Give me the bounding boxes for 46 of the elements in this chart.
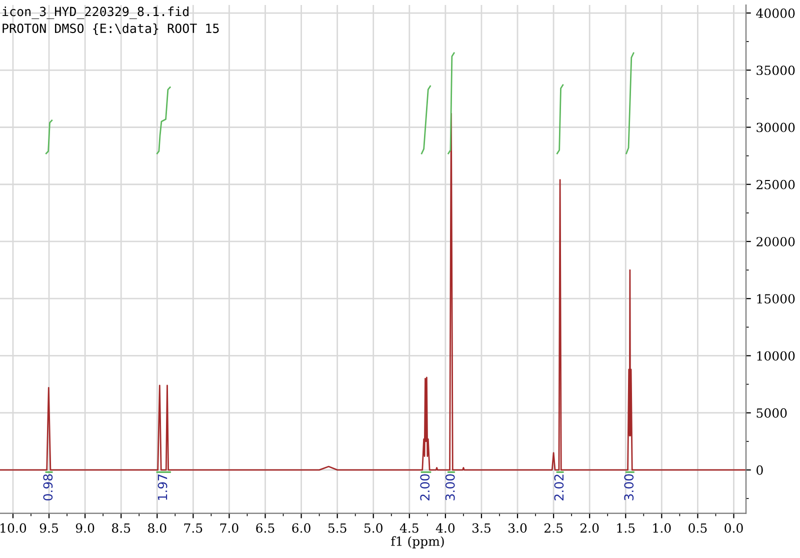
x-tick-label: 7.5 (184, 523, 202, 533)
x-tick-label: 3.0 (508, 523, 527, 533)
y-tick-label: 15000 (757, 294, 795, 304)
x-tick-label: 0.0 (724, 523, 743, 533)
annotation: 1.97 (158, 474, 168, 500)
x-tick-label: 4.5 (400, 523, 418, 533)
x-tick-label: 0.5 (688, 523, 707, 533)
line-series (420, 85, 431, 154)
x-tick-label: 6.0 (292, 523, 310, 533)
x-tick-label: 5.0 (364, 523, 382, 533)
x-tick-label: 8.0 (148, 523, 166, 533)
x-tick-label: 9.0 (76, 523, 94, 533)
line-series (448, 52, 455, 154)
x-tick-label: 8.5 (112, 523, 130, 533)
x-tick-label: 1.0 (653, 523, 671, 533)
x-tick-label: 1.5 (617, 523, 635, 533)
x-tick-label: 2.5 (544, 523, 563, 533)
annotation: icon_3_HYD_220329_8.1.fid (2, 6, 188, 19)
line-series (45, 120, 53, 154)
annotation: 3.00 (445, 474, 455, 500)
y-tick-label: 20000 (756, 236, 795, 246)
annotation: 3.00 (624, 474, 634, 500)
x-tick-label: 7.0 (220, 523, 238, 533)
line-series (156, 86, 171, 154)
x-tick-label: 4.0 (436, 523, 455, 533)
line-series (0, 112, 746, 471)
y-tick-label: 35000 (756, 66, 795, 76)
annotation: PROTON DMSO {E:\data} ROOT 15 (2, 23, 219, 35)
x-tick-label: 5.5 (328, 523, 346, 533)
annotation: 0.98 (43, 474, 53, 500)
annotation: 2.00 (420, 474, 430, 500)
x-axis-title: f1 (ppm) (391, 536, 444, 548)
x-tick-label: 3.5 (472, 523, 490, 533)
y-tick-label: 25000 (756, 180, 795, 190)
annotation: 2.02 (554, 474, 564, 500)
x-tick-label: 6.5 (256, 523, 274, 533)
x-tick-label: 10.0 (0, 523, 26, 533)
x-tick-label: 2.0 (580, 523, 599, 533)
y-tick-label: 5000 (756, 408, 787, 418)
line-series (626, 52, 634, 154)
x-tick-label: 9.5 (40, 523, 58, 533)
y-tick-label: 10000 (757, 351, 795, 361)
y-tick-label: 30000 (756, 122, 795, 132)
line-series (556, 84, 564, 154)
y-tick-label: 40000 (756, 8, 795, 18)
y-tick-label: 0 (756, 465, 763, 475)
